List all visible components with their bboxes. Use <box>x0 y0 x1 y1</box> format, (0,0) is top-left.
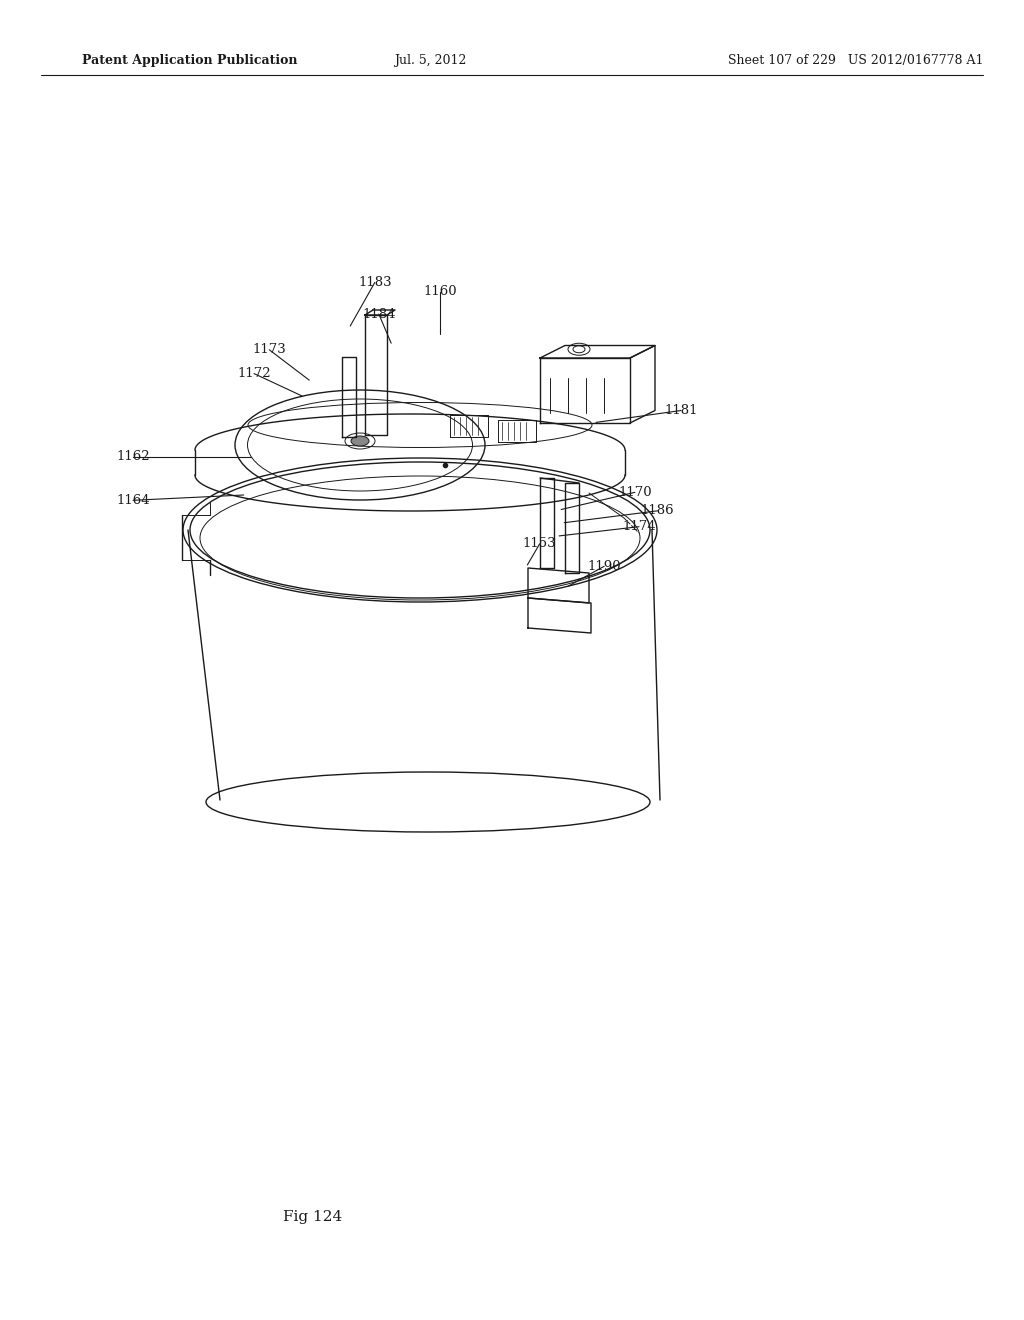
Text: 1164: 1164 <box>117 494 150 507</box>
Text: 1153: 1153 <box>523 537 556 550</box>
Text: 1160: 1160 <box>424 285 457 298</box>
Text: 1183: 1183 <box>358 276 391 289</box>
Text: 1186: 1186 <box>641 504 674 517</box>
Text: 1162: 1162 <box>117 450 150 463</box>
Text: Fig 124: Fig 124 <box>283 1210 342 1224</box>
Text: Sheet 107 of 229   US 2012/0167778 A1: Sheet 107 of 229 US 2012/0167778 A1 <box>727 54 983 66</box>
Text: Jul. 5, 2012: Jul. 5, 2012 <box>394 54 466 66</box>
Text: 1170: 1170 <box>618 486 651 499</box>
Text: 1173: 1173 <box>253 343 286 356</box>
Text: 1172: 1172 <box>238 367 270 380</box>
Text: 1184: 1184 <box>362 308 395 321</box>
Text: 1190: 1190 <box>588 560 621 573</box>
Text: 1174: 1174 <box>623 520 655 533</box>
Ellipse shape <box>351 436 369 446</box>
Text: Patent Application Publication: Patent Application Publication <box>82 54 297 66</box>
Text: 1181: 1181 <box>665 404 697 417</box>
